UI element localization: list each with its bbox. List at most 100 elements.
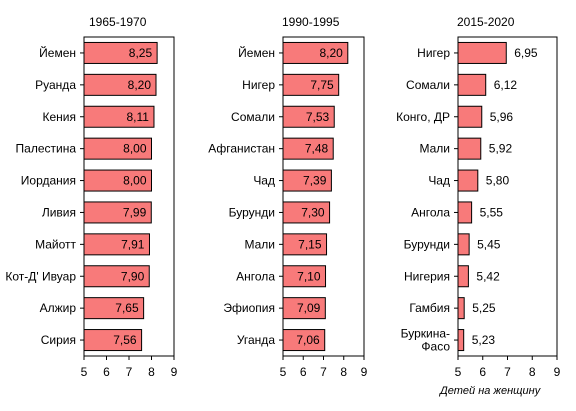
value-label: 7,10 <box>297 269 321 283</box>
bar <box>282 105 335 128</box>
x-tick-label: 7 <box>320 365 327 379</box>
bar <box>457 265 469 288</box>
bar <box>282 329 326 352</box>
category-label: Сирия <box>41 333 76 347</box>
category-label: Кения <box>43 110 77 124</box>
bar <box>83 73 157 96</box>
value-label: 5,23 <box>472 333 496 347</box>
x-tick-label: 5 <box>81 365 88 379</box>
category-label: Сомали <box>231 110 275 124</box>
bar <box>457 73 487 96</box>
category-label: Алжир <box>40 301 77 315</box>
value-label: 7,15 <box>298 237 322 251</box>
value-label: 5,92 <box>489 142 513 156</box>
category-label: Палестина <box>16 142 77 156</box>
bar <box>83 265 150 288</box>
x-tick-label: 8 <box>340 365 347 379</box>
panel-title-1990-1995: 1990-1995 <box>282 15 340 29</box>
bar <box>457 137 482 160</box>
category-label: Ангола <box>411 205 450 219</box>
x-tick-label: 6 <box>479 365 486 379</box>
bar <box>457 233 470 256</box>
x-tick-label: 5 <box>455 365 462 379</box>
bar <box>83 105 155 128</box>
x-tick-label: 8 <box>148 365 155 379</box>
value-label: 7,39 <box>303 174 327 188</box>
value-label: 8,00 <box>123 174 147 188</box>
x-axis-footnote: Детей на женщину <box>440 385 541 397</box>
category-label: Ангола <box>236 269 275 283</box>
value-label: 8,11 <box>127 110 150 124</box>
category-label: Нигерия <box>404 269 450 283</box>
x-tick-label: 5 <box>280 365 287 379</box>
x-tick-label: 9 <box>361 365 368 379</box>
panel-title-2015-2020: 2015-2020 <box>457 15 515 29</box>
category-label: Кот-Д' Ивуар <box>5 269 76 283</box>
category-label: Руанда <box>35 78 76 92</box>
category-label: Иордания <box>21 174 76 188</box>
value-label: 7,30 <box>301 205 325 219</box>
value-label: 6,95 <box>514 46 538 60</box>
category-label: Буркина-Фасо <box>401 327 451 354</box>
value-label: 7,06 <box>296 333 320 347</box>
category-label: Бурунди <box>229 205 275 219</box>
value-label: 5,45 <box>477 237 501 251</box>
value-label: 6,12 <box>494 78 518 92</box>
bar <box>83 329 143 352</box>
category-label: Чад <box>428 174 450 188</box>
value-label: 5,96 <box>490 110 514 124</box>
bar <box>457 297 465 320</box>
value-label: 8,20 <box>128 78 152 92</box>
bar <box>457 105 483 128</box>
x-tick-label: 8 <box>529 365 536 379</box>
bar <box>83 201 152 224</box>
bar <box>457 201 473 224</box>
bar <box>282 201 331 224</box>
category-label: Мали <box>244 237 275 251</box>
value-label: 7,53 <box>306 110 330 124</box>
x-tick-label: 6 <box>103 365 110 379</box>
category-label: Гамбия <box>409 301 450 315</box>
value-label: 7,48 <box>305 142 329 156</box>
value-label: 5,55 <box>480 205 504 219</box>
bar <box>457 41 507 64</box>
category-label: Нигер <box>242 78 275 92</box>
category-label: Чад <box>253 174 275 188</box>
x-tick-label: 7 <box>504 365 511 379</box>
x-tick-label: 6 <box>300 365 307 379</box>
bar <box>282 73 340 96</box>
category-label: Майотт <box>35 237 76 251</box>
panel-title-1965-1970: 1965-1970 <box>89 15 147 29</box>
value-label: 5,25 <box>472 301 496 315</box>
category-label: Йемен <box>238 45 275 60</box>
category-label: Бурунди <box>404 237 450 251</box>
bar <box>83 169 152 192</box>
value-label: 7,75 <box>310 78 334 92</box>
category-label: Афганистан <box>208 142 275 156</box>
x-tick-label: 9 <box>171 365 178 379</box>
value-label: 8,20 <box>319 46 343 60</box>
bar <box>282 265 327 288</box>
category-label: Сомали <box>406 78 450 92</box>
category-label: Мали <box>419 142 450 156</box>
value-label: 5,80 <box>486 174 510 188</box>
value-label: 7,09 <box>297 301 321 315</box>
bar <box>457 329 465 352</box>
bar <box>282 297 326 320</box>
value-label: 7,65 <box>115 301 139 315</box>
category-label: Ливия <box>42 205 76 219</box>
bar <box>282 41 349 64</box>
bar <box>83 233 150 256</box>
x-tick-label: 9 <box>554 365 561 379</box>
bar <box>282 169 332 192</box>
bar <box>282 233 328 256</box>
value-label: 7,56 <box>113 333 137 347</box>
bar <box>83 297 145 320</box>
category-label: Уганда <box>237 333 276 347</box>
bar <box>83 41 158 64</box>
category-label: Эфиопия <box>223 301 275 315</box>
bar <box>83 137 152 160</box>
